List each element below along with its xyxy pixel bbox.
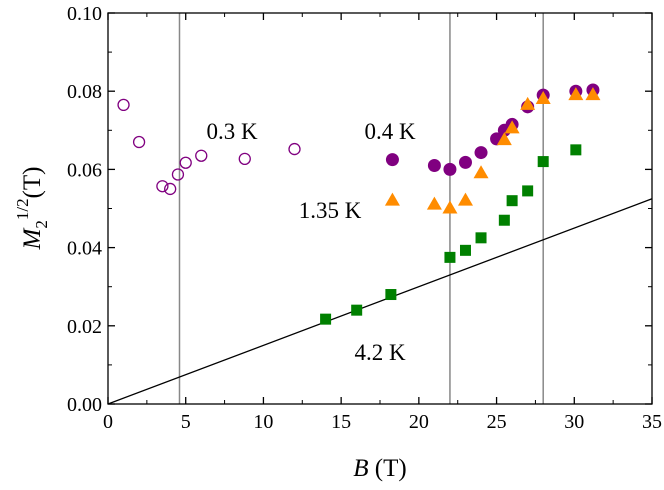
- point: [179, 156, 192, 169]
- reference-line: [107, 198, 653, 405]
- point: [568, 87, 584, 101]
- y-tick-label: 0.04: [67, 238, 102, 260]
- y-tick-label: 0.02: [67, 316, 102, 338]
- point: [132, 135, 146, 149]
- x-tick-label: 25: [487, 411, 507, 433]
- point: [585, 87, 601, 101]
- y-tick-label: 0.00: [67, 394, 102, 416]
- y-label-superscript: 1/2: [13, 198, 32, 220]
- point: [475, 232, 487, 244]
- point: [117, 98, 130, 112]
- y-label-subscript: 2: [32, 220, 51, 229]
- point: [535, 91, 551, 105]
- y-label-symbol: M: [19, 227, 46, 250]
- point: [385, 289, 397, 301]
- point: [320, 313, 332, 325]
- point: [522, 185, 534, 197]
- series-label: 0.4 K: [364, 119, 416, 144]
- x-tick-label: 30: [564, 411, 584, 433]
- point: [171, 168, 185, 181]
- point: [288, 142, 301, 156]
- x-tick-label: 10: [253, 411, 273, 433]
- y-tick-label: 0.10: [67, 3, 102, 25]
- x-axis-label: B (T): [353, 455, 406, 482]
- series-label: 1.35 K: [299, 198, 362, 223]
- y-tick-label: 0.06: [67, 159, 102, 181]
- point: [520, 96, 536, 110]
- point: [444, 251, 456, 263]
- series-label: 0.3 K: [206, 119, 258, 144]
- x-tick-label: 20: [409, 411, 429, 433]
- point: [459, 244, 471, 256]
- point: [443, 162, 457, 176]
- point: [570, 144, 582, 156]
- x-label-unit: (T): [375, 455, 407, 482]
- point: [504, 120, 520, 134]
- point: [457, 192, 473, 206]
- x-label-symbol: B: [353, 455, 368, 482]
- x-tick-label: 15: [331, 411, 351, 433]
- x-tick-label: 5: [181, 411, 191, 433]
- point: [537, 156, 549, 168]
- x-tick-label: 0: [103, 411, 113, 433]
- y-axis-label: M21/2(T): [13, 167, 51, 251]
- y-label-unit: (T): [19, 167, 46, 199]
- point: [506, 195, 518, 207]
- point: [351, 304, 363, 316]
- point: [427, 158, 441, 172]
- point: [238, 152, 251, 165]
- point: [385, 153, 399, 167]
- point: [496, 132, 512, 146]
- point: [442, 200, 458, 214]
- point: [164, 182, 177, 196]
- point: [474, 146, 488, 160]
- point: [384, 192, 400, 206]
- y-tick-label: 0.08: [67, 81, 102, 103]
- point: [473, 165, 489, 179]
- x-tick-label: 35: [642, 411, 662, 433]
- point: [458, 155, 472, 169]
- point: [426, 196, 442, 210]
- series-label: 4.2 K: [354, 340, 406, 365]
- point: [498, 214, 510, 226]
- point: [195, 149, 208, 162]
- point: [156, 180, 169, 193]
